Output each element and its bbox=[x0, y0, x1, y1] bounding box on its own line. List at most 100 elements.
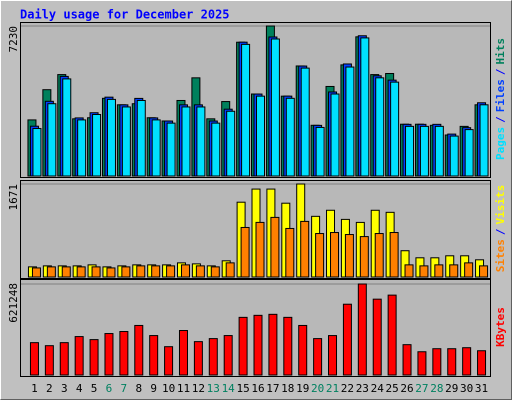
x-tick-label: 6 bbox=[106, 382, 113, 395]
bar bbox=[151, 265, 161, 278]
bar bbox=[134, 324, 144, 376]
x-tick-label: 11 bbox=[177, 382, 190, 395]
bar bbox=[119, 331, 129, 376]
bar bbox=[330, 93, 340, 177]
bar bbox=[464, 262, 474, 278]
x-tick-label: 22 bbox=[341, 382, 354, 395]
bar bbox=[357, 283, 367, 376]
bar bbox=[342, 303, 352, 376]
bar bbox=[32, 128, 42, 177]
bar bbox=[238, 316, 248, 376]
bar bbox=[211, 122, 221, 177]
bar bbox=[77, 119, 87, 177]
x-tick-label: 18 bbox=[281, 382, 294, 395]
bar bbox=[195, 265, 205, 278]
bar bbox=[106, 267, 116, 278]
bar bbox=[136, 99, 146, 177]
bar bbox=[193, 341, 203, 376]
bar bbox=[387, 294, 397, 376]
bar bbox=[208, 338, 218, 376]
bar bbox=[434, 125, 444, 177]
bar bbox=[164, 346, 174, 376]
bar bbox=[256, 95, 265, 177]
bar bbox=[419, 125, 429, 177]
x-tick-label: 31 bbox=[475, 382, 488, 395]
bar bbox=[315, 233, 325, 278]
bar bbox=[121, 266, 131, 278]
bar bbox=[372, 298, 382, 376]
x-tick-label: 14 bbox=[222, 382, 236, 395]
bar bbox=[270, 38, 280, 177]
bar bbox=[121, 106, 131, 177]
x-tick-label: 28 bbox=[430, 382, 443, 395]
bar bbox=[62, 78, 72, 177]
x-tick-label: 4 bbox=[76, 382, 83, 395]
y-tick-label: 7230 bbox=[7, 26, 20, 53]
bar bbox=[91, 266, 101, 278]
bar bbox=[255, 221, 265, 278]
legend-separator: / bbox=[494, 228, 507, 235]
legend-entry: KBytes bbox=[494, 307, 507, 347]
bar bbox=[74, 336, 84, 376]
x-tick-label: 7 bbox=[121, 382, 128, 395]
bar bbox=[29, 342, 39, 376]
bar bbox=[300, 220, 310, 278]
x-tick-label: 15 bbox=[236, 382, 249, 395]
bar bbox=[285, 227, 295, 278]
bar bbox=[136, 265, 146, 278]
bar bbox=[374, 233, 384, 278]
bar bbox=[359, 236, 369, 278]
x-tick-label: 30 bbox=[460, 382, 473, 395]
bar bbox=[417, 351, 427, 376]
bar bbox=[330, 232, 340, 278]
bar bbox=[313, 338, 323, 376]
bar bbox=[344, 234, 354, 278]
x-tick-label: 13 bbox=[207, 382, 220, 395]
legend-entry: Files bbox=[494, 79, 507, 112]
bar bbox=[315, 126, 325, 177]
x-tick-label: 19 bbox=[296, 382, 309, 395]
legend-entry: Sites bbox=[494, 239, 507, 272]
y-tick-label: 621248 bbox=[7, 283, 20, 323]
legend-entry: Visits bbox=[494, 185, 507, 225]
bar bbox=[447, 348, 457, 376]
y-tick-label: 1671 bbox=[7, 184, 20, 211]
legend-entry: Hits bbox=[494, 38, 507, 65]
bar bbox=[253, 314, 263, 376]
bar bbox=[166, 265, 176, 278]
x-tick-label: 27 bbox=[415, 382, 428, 395]
bar bbox=[149, 335, 159, 376]
bar bbox=[404, 264, 414, 278]
bar bbox=[89, 339, 99, 376]
bar bbox=[479, 104, 489, 177]
x-tick-label: 2 bbox=[46, 382, 53, 395]
x-tick-label: 8 bbox=[135, 382, 142, 395]
x-tick-label: 9 bbox=[150, 382, 157, 395]
bar bbox=[223, 335, 233, 376]
x-tick-label: 21 bbox=[326, 382, 339, 395]
bar bbox=[345, 66, 355, 177]
x-tick-label: 23 bbox=[356, 382, 369, 395]
x-tick-label: 20 bbox=[311, 382, 324, 395]
bar bbox=[360, 37, 370, 177]
bar bbox=[180, 264, 190, 278]
bar bbox=[106, 98, 116, 177]
bar bbox=[464, 129, 474, 177]
bar bbox=[300, 67, 310, 177]
bar bbox=[389, 232, 399, 278]
bar bbox=[61, 266, 71, 278]
legend: KBytes bbox=[494, 307, 507, 347]
bar bbox=[285, 97, 295, 177]
x-tick-label: 26 bbox=[400, 382, 413, 395]
bar bbox=[46, 266, 56, 278]
x-tick-label: 10 bbox=[162, 382, 175, 395]
bar bbox=[104, 333, 114, 376]
bar bbox=[178, 330, 188, 376]
bar bbox=[449, 264, 459, 278]
bar bbox=[432, 348, 442, 376]
bar bbox=[477, 350, 487, 376]
x-tick-label: 29 bbox=[445, 382, 458, 395]
bar bbox=[226, 110, 236, 177]
